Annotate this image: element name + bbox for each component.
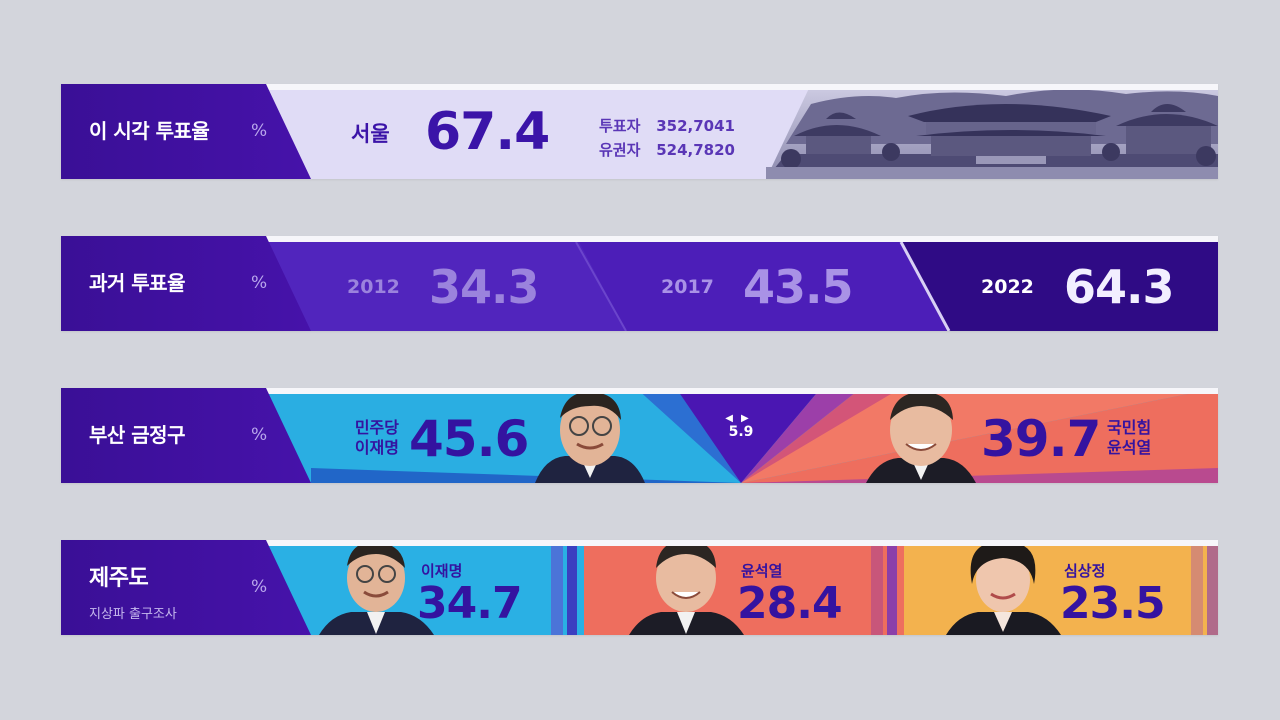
top-highlight <box>61 388 1218 394</box>
segment-2012 <box>261 236 631 331</box>
stripe <box>871 540 883 635</box>
vote-margin: ◀▶ 5.9 <box>716 413 766 440</box>
past-turnout-label-panel: 과거 투표율 % <box>61 236 311 331</box>
eligible-value: 524,7820 <box>656 141 735 159</box>
candidate-3-value: 23.5 <box>1060 578 1166 629</box>
voters-label: 투표자 <box>599 117 641 135</box>
palace-photo <box>766 84 1218 179</box>
stripe <box>551 540 563 635</box>
segment-2022 <box>899 236 1218 331</box>
district-title: 부산 금정구 <box>89 423 185 447</box>
current-turnout-title: 이 시각 투표율 <box>89 119 210 143</box>
percent-unit: % <box>251 273 268 293</box>
top-highlight <box>61 236 1218 242</box>
left-candidate-labels: 민주당 이재명 <box>341 418 399 458</box>
segment-dividers <box>575 241 951 331</box>
exit-poll-label-panel: 제주도 지상파 출구조사 % <box>61 540 311 635</box>
region-name: 서울 <box>351 122 390 146</box>
margin-value: 5.9 <box>728 424 754 440</box>
percent-unit: % <box>251 425 268 445</box>
candidate-photo <box>535 391 645 483</box>
top-highlight <box>61 540 1218 546</box>
voters-value: 352,7041 <box>656 117 735 135</box>
year-2017-rate: 43.5 <box>743 260 853 314</box>
left-party: 민주당 <box>354 418 399 437</box>
candidate-photo <box>946 541 1061 635</box>
right-candidate-labels: 국민힘 윤석열 <box>1107 418 1165 458</box>
eligible-stat: 유권자 524,7820 <box>599 139 735 160</box>
past-turnout-bar: 과거 투표율 % 2012 34.3 2017 43.5 2022 64.3 <box>61 236 1218 331</box>
candidate-2-name: 윤석열 <box>741 562 783 580</box>
stripe <box>1207 540 1218 635</box>
exit-poll-title: 제주도 <box>89 566 149 591</box>
year-2012-rate: 34.3 <box>429 260 539 314</box>
candidate-1-value: 34.7 <box>417 578 523 629</box>
candidate-3-panel <box>904 540 1218 635</box>
candidate-1-name: 이재명 <box>421 562 463 580</box>
candidate-1-panel <box>261 540 584 635</box>
right-party: 국민힘 <box>1107 418 1152 437</box>
district-race-bar: 부산 금정구 % 민주당 이재명 45.6 ◀▶ 5.9 39.7 국민힘 윤석… <box>61 388 1218 483</box>
eligible-label: 유권자 <box>599 141 641 159</box>
arrow-right-icon: ▶ <box>741 413 757 424</box>
left-value: 45.6 <box>409 410 529 468</box>
exit-poll-bar: 제주도 지상파 출구조사 % 이재명 34.7 윤석열 28.4 심상정 23.… <box>61 540 1218 635</box>
stripe <box>1191 540 1203 635</box>
district-label-panel: 부산 금정구 % <box>61 388 311 483</box>
stripe <box>887 540 897 635</box>
candidate-2-value: 28.4 <box>737 578 843 629</box>
top-highlight <box>61 84 1218 90</box>
year-2017-label: 2017 <box>661 276 714 298</box>
year-2012-label: 2012 <box>347 276 400 298</box>
stripe <box>567 540 577 635</box>
segment-2017 <box>576 236 951 331</box>
right-name: 윤석열 <box>1107 438 1152 457</box>
past-turnout-title: 과거 투표율 <box>89 271 185 295</box>
year-2022-label: 2022 <box>981 276 1034 298</box>
exit-poll-subtitle: 지상파 출구조사 <box>89 607 177 622</box>
candidate-photo <box>866 392 976 483</box>
turnout-rate: 67.4 <box>425 102 550 162</box>
candidate-photo <box>319 541 434 635</box>
percent-unit: % <box>251 577 268 597</box>
candidate-photo <box>629 540 744 635</box>
candidate-3-name: 심상정 <box>1064 562 1106 580</box>
candidate-2-panel <box>584 540 904 635</box>
percent-unit: % <box>251 121 268 141</box>
year-2022-rate: 64.3 <box>1064 260 1174 314</box>
arrow-left-icon: ◀ <box>725 413 741 424</box>
current-turnout-bar: 이 시각 투표율 % 서울 67.4 투표자 352,7041 유권자 524,… <box>61 84 1218 179</box>
current-turnout-label-panel: 이 시각 투표율 % <box>61 84 311 179</box>
voters-stat: 투표자 352,7041 <box>599 115 735 136</box>
left-name: 이재명 <box>354 438 399 457</box>
right-value: 39.7 <box>981 410 1101 468</box>
